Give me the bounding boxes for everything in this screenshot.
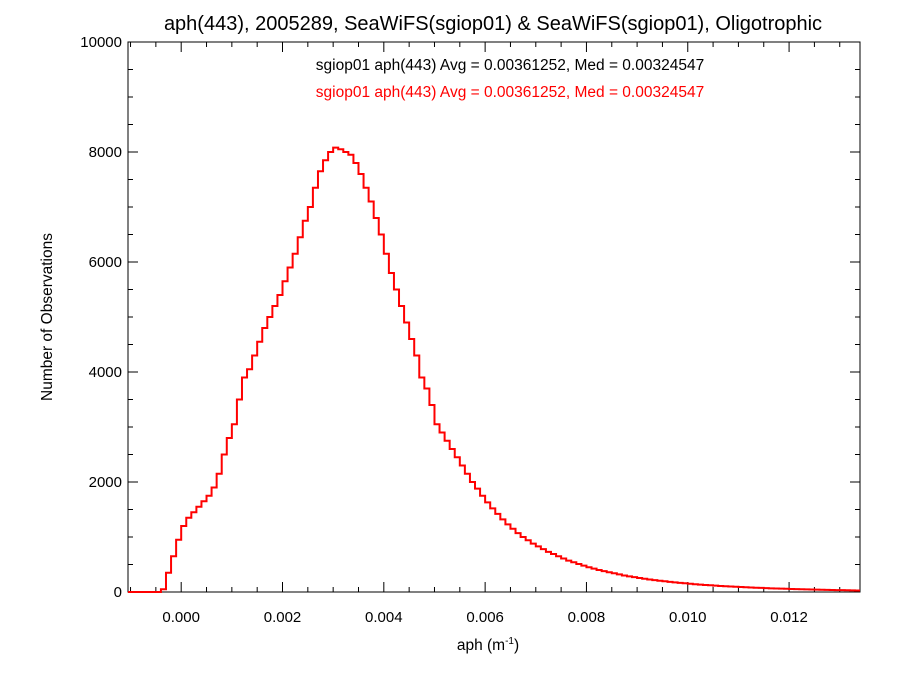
y-tick-label: 10000 — [80, 34, 122, 51]
x-axis-label-base: aph (m — [457, 637, 505, 654]
x-tick-label: 0.000 — [162, 609, 200, 626]
x-axis-label-close: ) — [514, 637, 519, 654]
y-tick-label: 0 — [114, 584, 122, 601]
chart-title: aph(443), 2005289, SeaWiFS(sgiop01) & Se… — [164, 13, 822, 35]
y-tick-label: 6000 — [89, 254, 122, 271]
y-tick-label: 8000 — [89, 144, 122, 161]
x-tick-label: 0.002 — [264, 609, 302, 626]
x-tick-label: 0.008 — [568, 609, 606, 626]
y-tick-label: 4000 — [89, 364, 122, 381]
x-axis-label: aph (m-1) — [457, 636, 519, 654]
x-tick-label: 0.010 — [669, 609, 707, 626]
x-axis-label-superscript: -1 — [505, 636, 514, 647]
x-tick-label: 0.004 — [365, 609, 403, 626]
x-tick-label: 0.006 — [466, 609, 504, 626]
y-axis: 0 2000 4000 6000 8000 10000 — [80, 34, 860, 601]
stats-annotation-red: sgiop01 aph(443) Avg = 0.00361252, Med =… — [316, 84, 704, 101]
y-tick-label: 2000 — [89, 474, 122, 491]
y-axis-label: Number of Observations — [39, 233, 56, 401]
x-tick-label: 0.012 — [770, 609, 808, 626]
stats-annotation-black: sgiop01 aph(443) Avg = 0.00361252, Med =… — [316, 57, 704, 74]
plot-frame — [127, 41, 861, 593]
histogram-series-line — [128, 146, 860, 593]
histogram-series — [128, 146, 860, 593]
x-axis: 0.000 0.002 0.004 0.006 0.008 0.010 0.012 — [130, 42, 841, 626]
